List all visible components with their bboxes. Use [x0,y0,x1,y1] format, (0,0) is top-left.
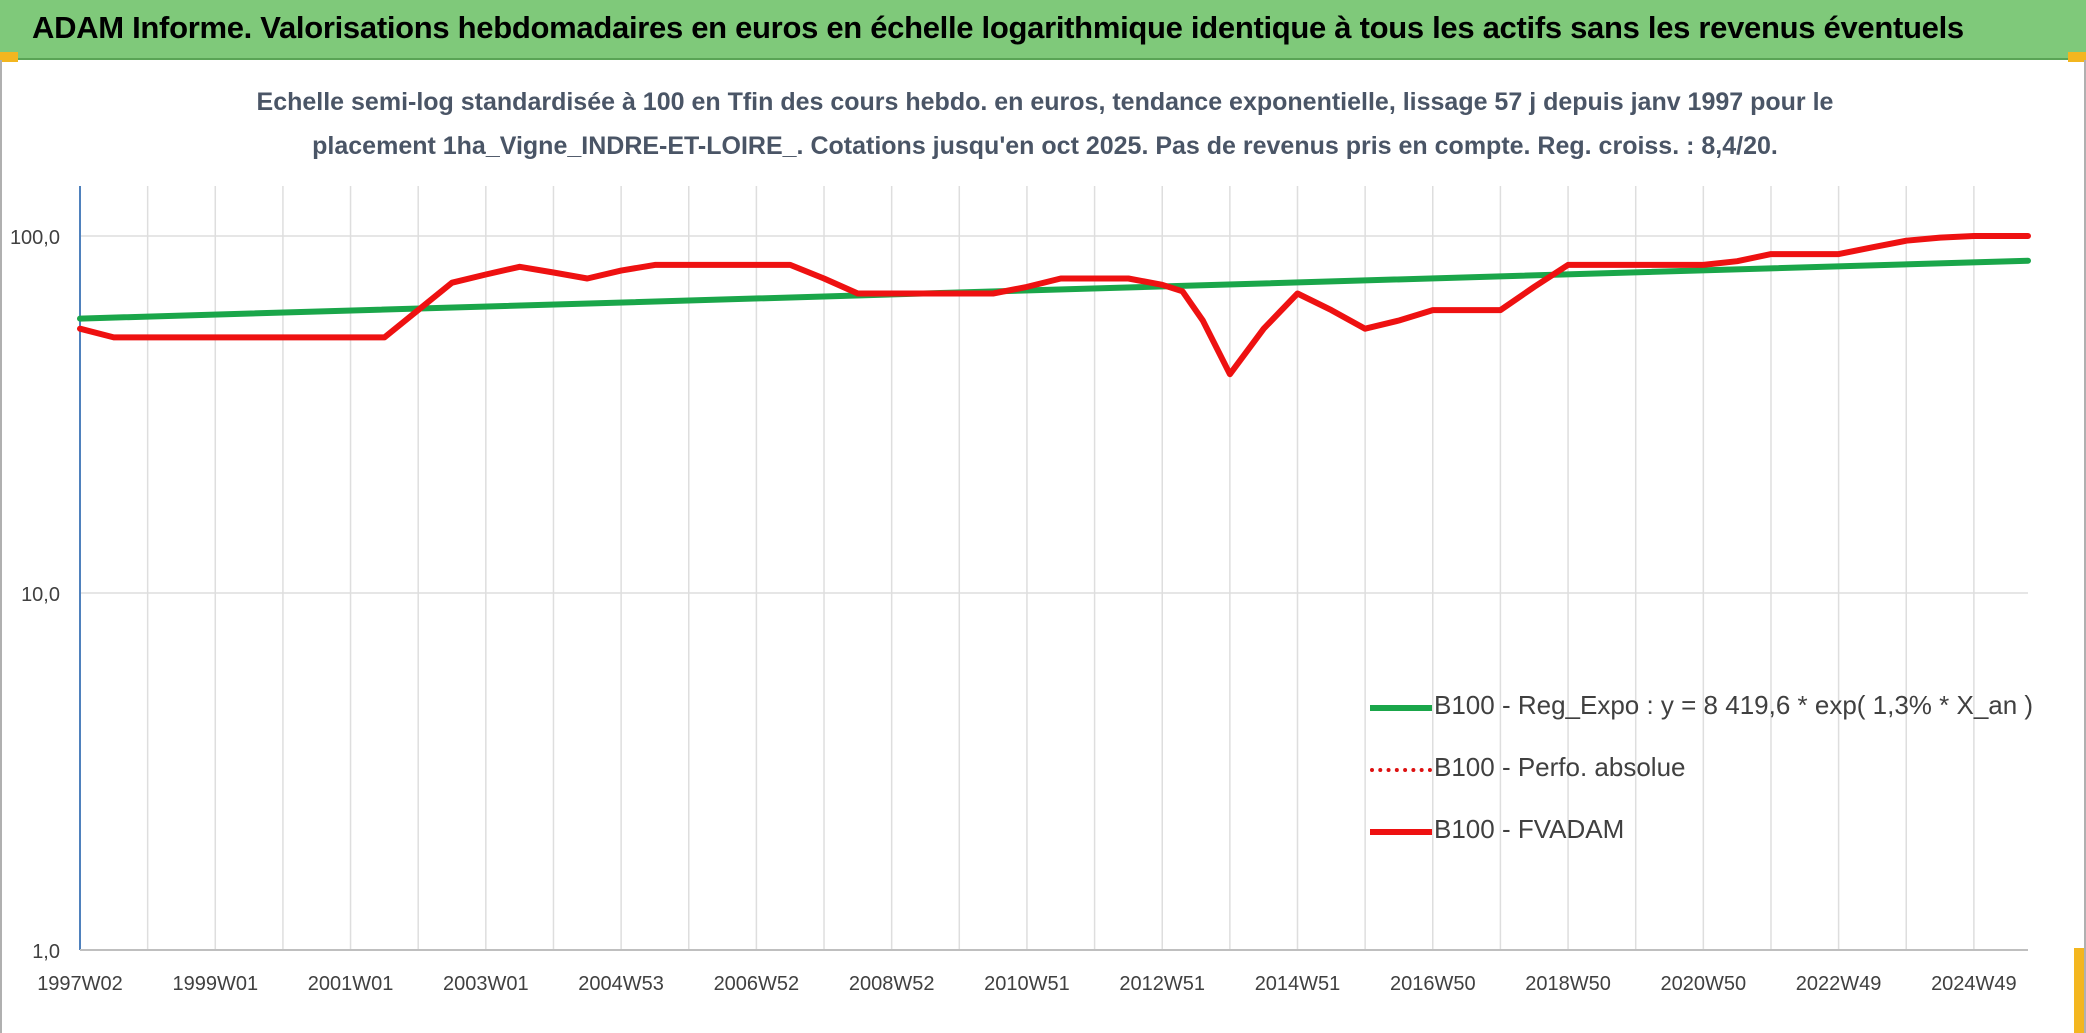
x-tick-label-8: 2012W51 [1119,973,1205,995]
x-tick-label-14: 2024W49 [1931,973,2017,995]
tick-labels: 1,0 10,0 100,0 1997W02 1999W01 2001W01 2003W01… [10,227,2017,995]
report-title: ADAM Informe. Valorisations hebdomadaire… [32,10,1964,45]
gridlines [79,186,2028,951]
legend-swatch-trend [1370,705,1432,711]
corner-marker-top-right [2068,52,2086,62]
corner-marker-bottom-right [2074,948,2086,1033]
chart-area: Echelle semi-log standardisée à 100 en T… [0,60,2086,1033]
x-tick-label-11: 2018W50 [1525,973,1611,995]
x-tick-label-2: 2001W01 [308,973,394,995]
corner-marker-top-left [0,52,18,62]
legend-label-trend: B100 - Reg_Expo : y = 8 419,6 * exp( 1,3… [1434,690,2034,720]
x-tick-label-1: 1999W01 [172,973,258,995]
chart-subtitle-line-1: Echelle semi-log standardisée à 100 en T… [256,88,1834,116]
y-tick-label-1: 10,0 [21,584,60,606]
x-tick-label-6: 2008W52 [849,973,935,995]
series-lines [77,233,2031,378]
x-tick-label-0: 1997W02 [37,973,123,995]
x-tick-label-7: 2010W51 [984,973,1070,995]
legend-swatch-perfo [1370,768,1432,772]
x-tick-label-5: 2006W52 [714,973,800,995]
chart-plot: 1,0 10,0 100,0 1997W02 1999W01 2001W01 2003W01… [10,186,2031,995]
series-line-2 [77,233,2031,378]
x-tick-label-13: 2022W49 [1796,973,1882,995]
x-tick-label-9: 2014W51 [1255,973,1341,995]
series-line-0 [77,257,2031,322]
report-banner: ADAM Informe. Valorisations hebdomadaire… [0,0,2086,60]
x-tick-label-3: 2003W01 [443,973,529,995]
legend-label-fvadam: B100 - FVADAM [1434,814,1625,844]
x-tick-label-12: 2020W50 [1661,973,1747,995]
y-tick-label-0: 1,0 [32,941,60,963]
chart-subtitle-line-2: placement 1ha_Vigne_INDRE-ET-LOIRE_. Cot… [312,132,1778,160]
legend-swatch-fvadam [1370,829,1432,835]
x-tick-label-4: 2004W53 [578,973,664,995]
axes [79,186,2028,951]
y-tick-label-2: 100,0 [10,227,60,249]
legend-label-perfo: B100 - Perfo. absolue [1434,752,1686,782]
x-tick-label-10: 2016W50 [1390,973,1476,995]
